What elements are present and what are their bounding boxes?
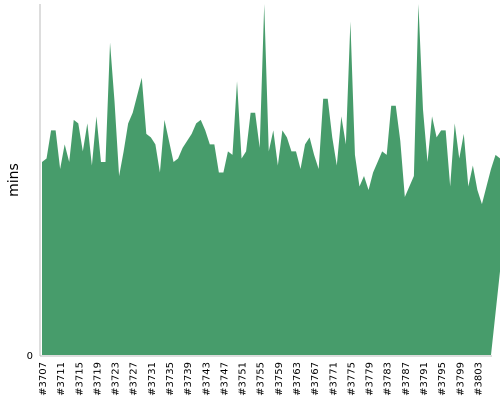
x-tick-label: #3727	[129, 362, 140, 396]
series-area-0	[42, 4, 500, 355]
x-tick-label: #3711	[56, 362, 67, 396]
x-tick-label: #3787	[401, 362, 412, 396]
x-tick-label: #3723	[111, 362, 122, 396]
x-tick-label: #3739	[183, 362, 194, 396]
x-tick-label: #3747	[219, 362, 230, 396]
x-tick-label: #3763	[292, 362, 303, 396]
y-tick-label: 0	[27, 351, 33, 362]
y-axis-title: mins	[6, 163, 22, 197]
y-tick-labels: 0	[27, 351, 33, 362]
x-tick-label: #3735	[165, 362, 176, 396]
x-tick-label: #3779	[365, 362, 376, 396]
plot-area	[42, 4, 500, 355]
x-tick-label: #3759	[274, 362, 285, 396]
x-tick-label: #3755	[256, 362, 267, 396]
x-tick-label: #3803	[473, 362, 484, 396]
x-tick-label: #3731	[147, 362, 158, 396]
x-tick-label: #3799	[455, 362, 466, 396]
x-tick-label: #3795	[437, 362, 448, 396]
x-tick-label: #3791	[419, 362, 430, 396]
x-tick-label: #3707	[38, 362, 49, 396]
x-tick-labels: #3707 #3711 #3715 #3719 #3723 #3727 #3731 #3735…	[38, 362, 484, 396]
x-tick-label: #3751	[238, 362, 249, 396]
x-tick-label: #3715	[74, 362, 85, 396]
x-tick-label: #3719	[92, 362, 103, 396]
x-tick-label: #3775	[346, 362, 357, 396]
x-tick-label: #3743	[201, 362, 212, 396]
x-tick-label: #3783	[383, 362, 394, 396]
x-tick-label: #3767	[310, 362, 321, 396]
x-tick-label: #3771	[328, 362, 339, 396]
